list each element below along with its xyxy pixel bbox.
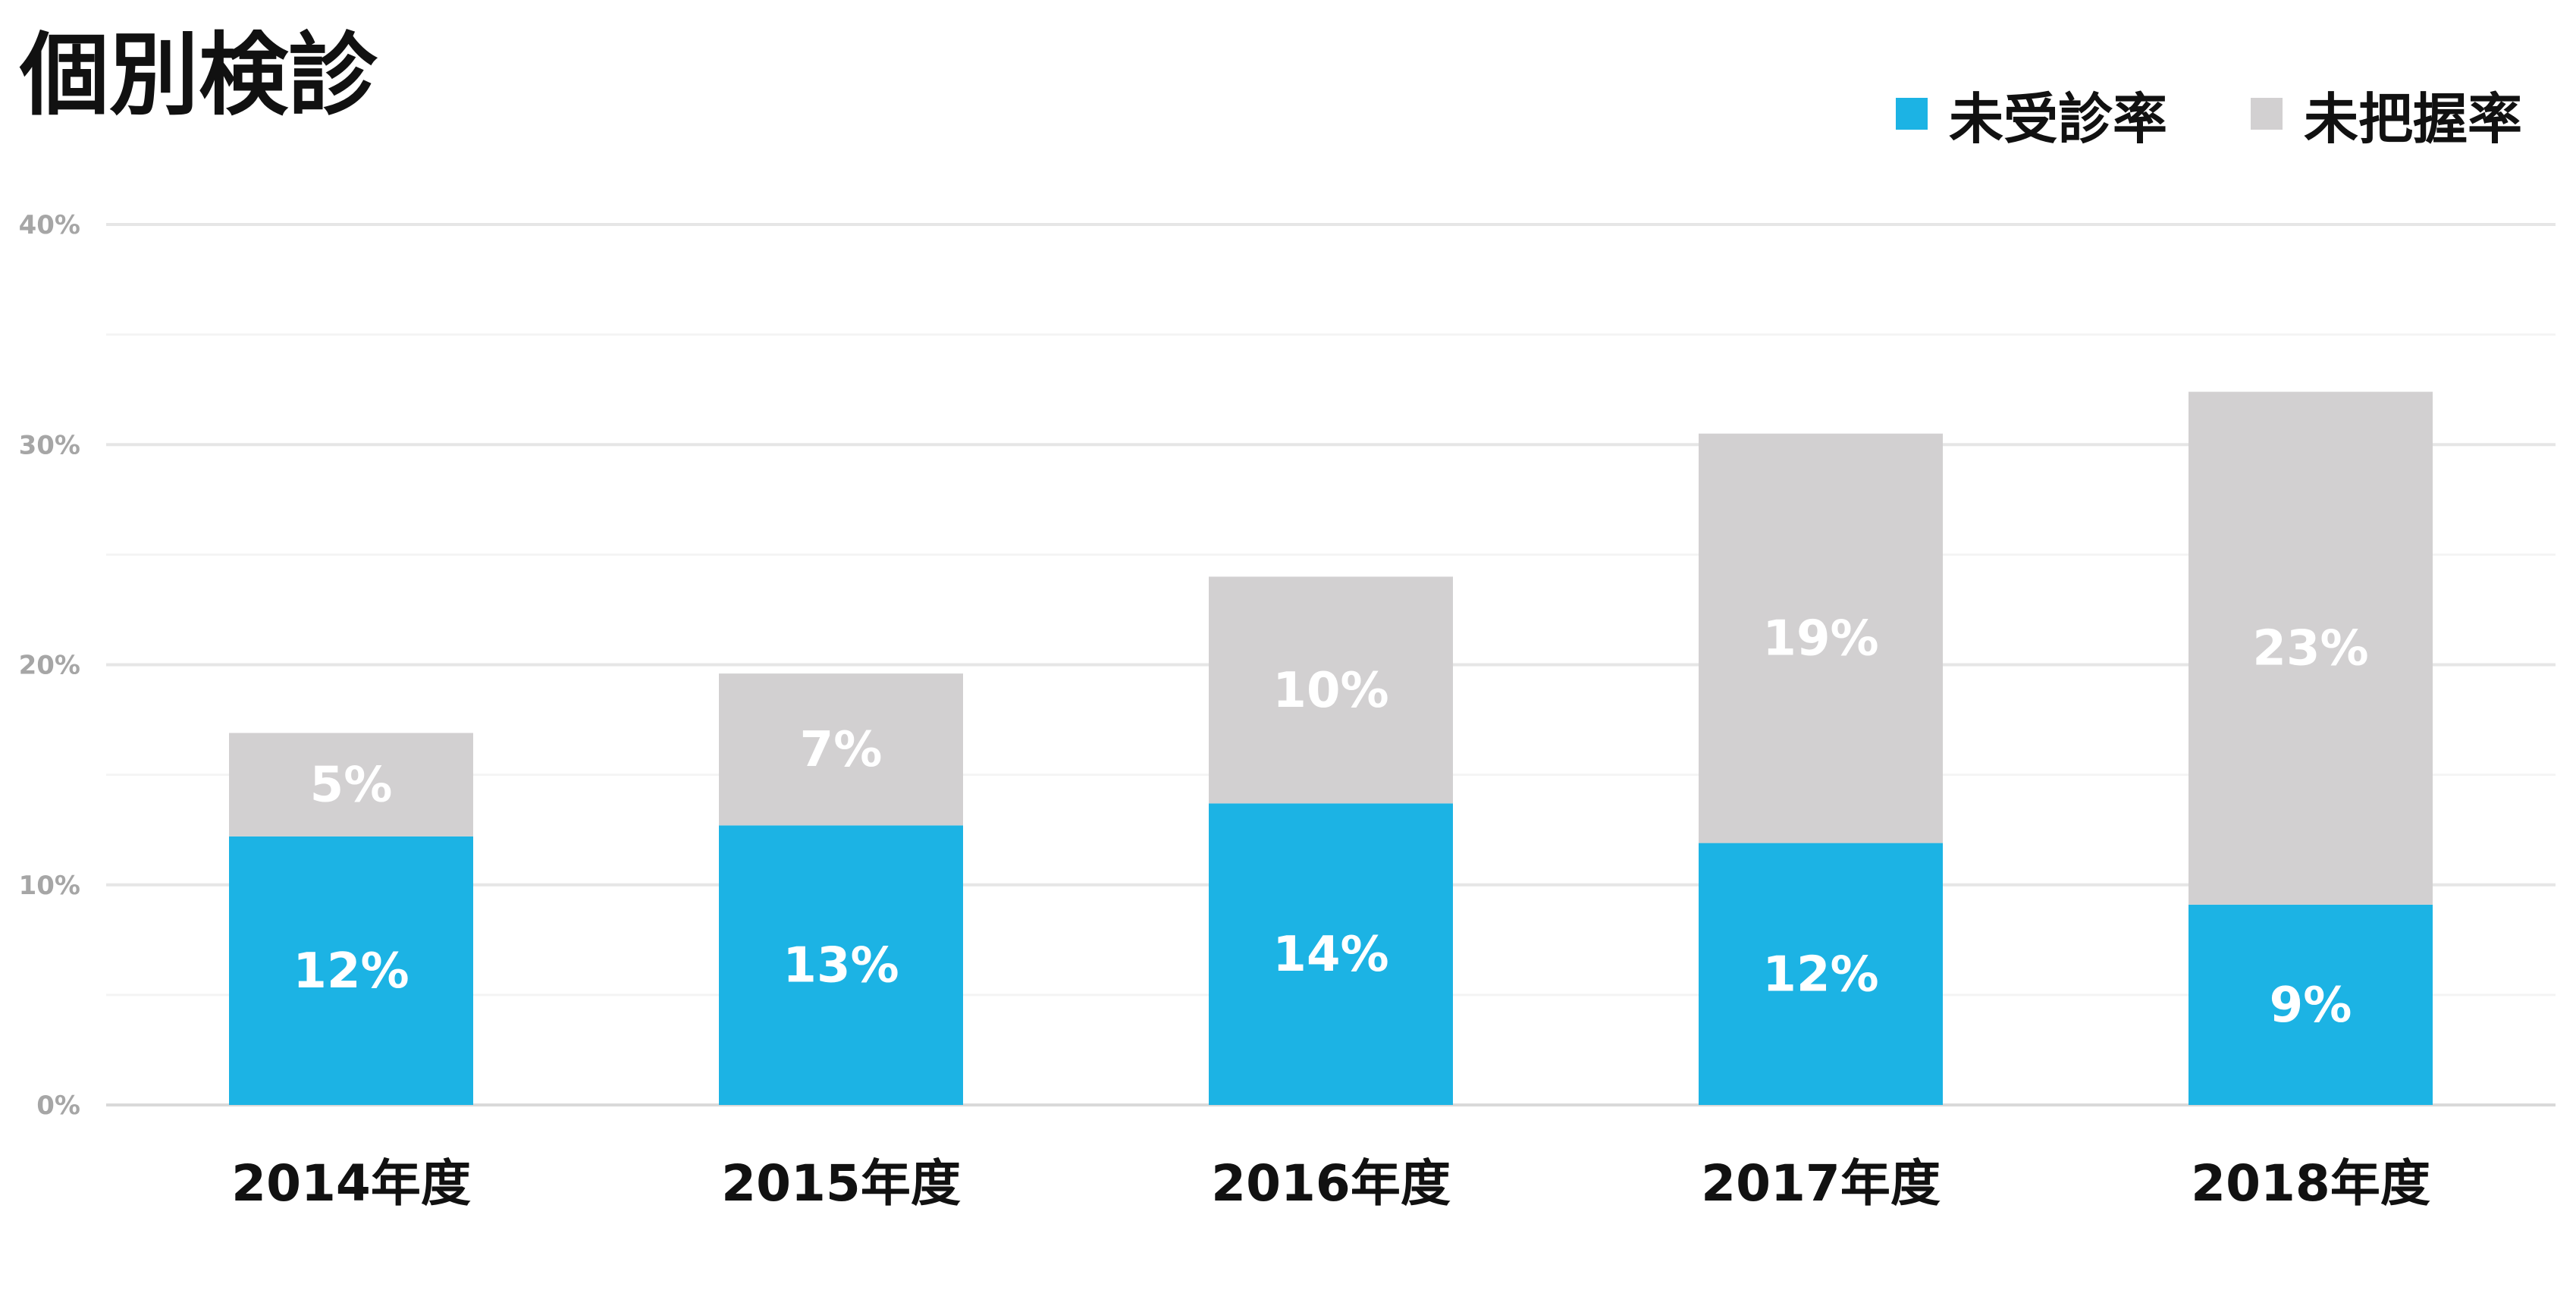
- chart-title: 個別検診: [20, 23, 378, 127]
- bar-segment-unexamined: [2189, 904, 2433, 1105]
- y-tick-label: 0%: [36, 1091, 80, 1121]
- legend-item-unexamined: 未受診率: [1896, 74, 2167, 154]
- bar-segment-unknown: [229, 733, 473, 836]
- y-tick-label: 30%: [19, 430, 80, 460]
- data-label: 10%: [1272, 663, 1388, 719]
- data-label: 23%: [2252, 621, 2368, 677]
- data-label: 12%: [1762, 946, 1878, 1003]
- legend-swatch-unknown: [2251, 98, 2283, 130]
- x-tick-label: 2016年度: [1211, 1154, 1451, 1213]
- bar-segment-unknown: [2189, 391, 2433, 905]
- legend-label-unexamined: 未受診率: [1949, 86, 2168, 151]
- x-tick-label: 2017年度: [1701, 1154, 1941, 1213]
- x-tick-label: 2014年度: [231, 1154, 471, 1213]
- bar-segment-unknown: [1699, 433, 1943, 843]
- bar-segment-unknown: [1209, 576, 1453, 804]
- x-tick-label: 2018年度: [2191, 1154, 2430, 1213]
- data-label: 9%: [2270, 978, 2352, 1034]
- data-label: 7%: [800, 722, 883, 778]
- x-tick-label: 2015年度: [721, 1154, 961, 1213]
- y-tick-label: 10%: [19, 871, 80, 901]
- data-label: 5%: [310, 758, 393, 814]
- data-label: 12%: [293, 943, 409, 1000]
- y-tick-label: 40%: [19, 210, 80, 240]
- y-tick-label: 20%: [19, 651, 80, 681]
- bar-segment-unexamined: [229, 836, 473, 1105]
- legend-item-unknown: 未把握率: [2251, 74, 2522, 154]
- legend-label-unknown: 未把握率: [2304, 86, 2523, 151]
- bar-segment-unexamined: [1699, 843, 1943, 1105]
- bar-segment-unexamined: [1209, 803, 1453, 1105]
- data-label: 19%: [1762, 611, 1878, 667]
- bar-segment-unexamined: [719, 825, 963, 1105]
- data-label: 14%: [1272, 927, 1388, 983]
- legend-swatch-unexamined: [1896, 98, 1928, 130]
- legend: 未受診率 未把握率: [1896, 76, 2522, 152]
- data-label: 13%: [783, 938, 899, 994]
- bar-segment-unknown: [719, 673, 963, 826]
